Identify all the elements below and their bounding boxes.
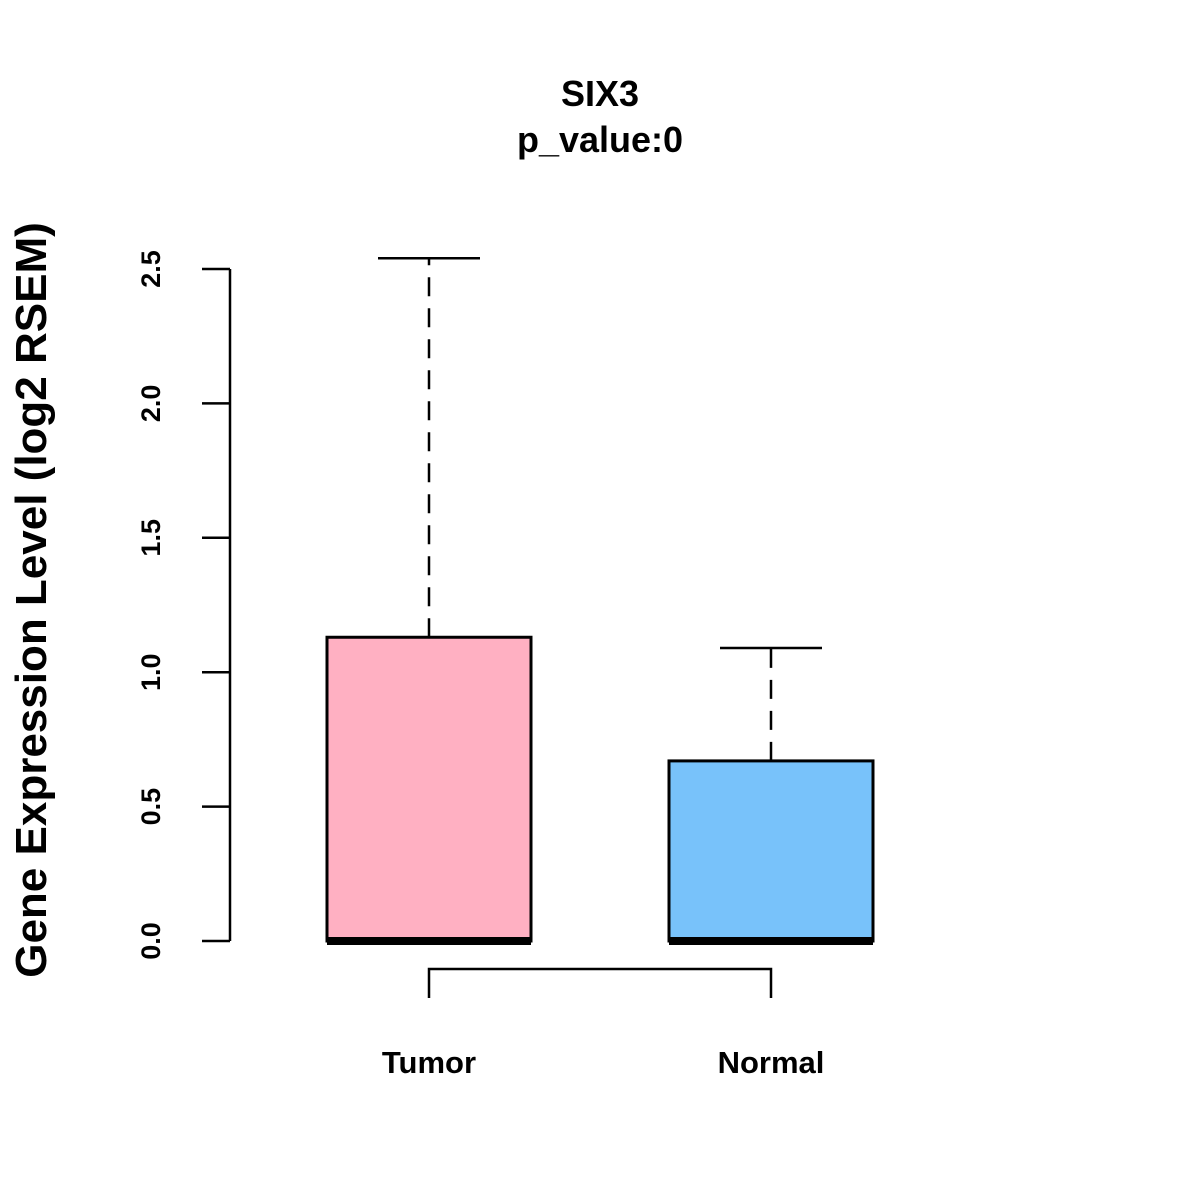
x-label-normal: Normal	[718, 1045, 825, 1080]
x-axis-labels: Tumor Normal	[382, 1045, 824, 1080]
y-tick-label: 2.5	[136, 250, 166, 288]
y-tick-label: 1.5	[136, 519, 166, 557]
y-tick-label: 2.0	[136, 385, 166, 423]
y-tick-label: 0.0	[136, 922, 166, 960]
y-axis-title: Gene Expression Level (log2 RSEM)	[7, 222, 56, 978]
chart-subtitle: p_value:0	[517, 119, 683, 160]
iqr-box	[667, 759, 875, 943]
chart-title: SIX3	[561, 73, 639, 114]
iqr-box	[325, 635, 533, 943]
x-label-tumor: Tumor	[382, 1045, 476, 1080]
y-tick-label: 1.0	[136, 653, 166, 691]
y-axis: 0.0 0.5 1.0 1.5 2.0 2.5	[136, 250, 232, 960]
comparison-bracket	[427, 967, 773, 998]
box-normal	[667, 646, 875, 945]
bracket-line	[427, 967, 773, 998]
box-series	[325, 256, 875, 945]
box-tumor	[325, 256, 533, 945]
y-tick-label: 0.5	[136, 788, 166, 826]
